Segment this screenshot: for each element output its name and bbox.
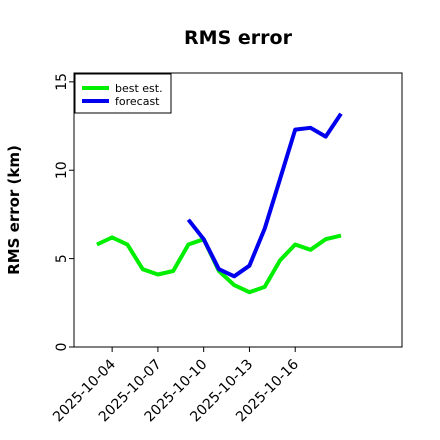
y-tick-label: 0	[54, 343, 70, 352]
series-line-best-est	[96, 233, 342, 295]
chart-title: RMS error	[184, 27, 293, 49]
legend-box	[74, 73, 172, 114]
y-tick-label: 5	[54, 254, 70, 263]
y-tick-label: 10	[54, 161, 70, 179]
y-axis: 0 5 10 15	[54, 73, 74, 352]
y-tick-label: 15	[54, 73, 70, 91]
legend-entry-label: best est.	[115, 82, 163, 95]
legend-entry-label: forecast	[115, 95, 160, 108]
x-axis: 2025-10-042025-10-072025-10-102025-10-13…	[50, 347, 302, 425]
y-axis-label: RMS error (km)	[5, 145, 23, 275]
series-line-forecast	[186, 112, 343, 279]
legend: best est.forecast	[74, 73, 172, 114]
plot-area-frame	[73, 72, 403, 348]
series-layer	[96, 112, 343, 295]
